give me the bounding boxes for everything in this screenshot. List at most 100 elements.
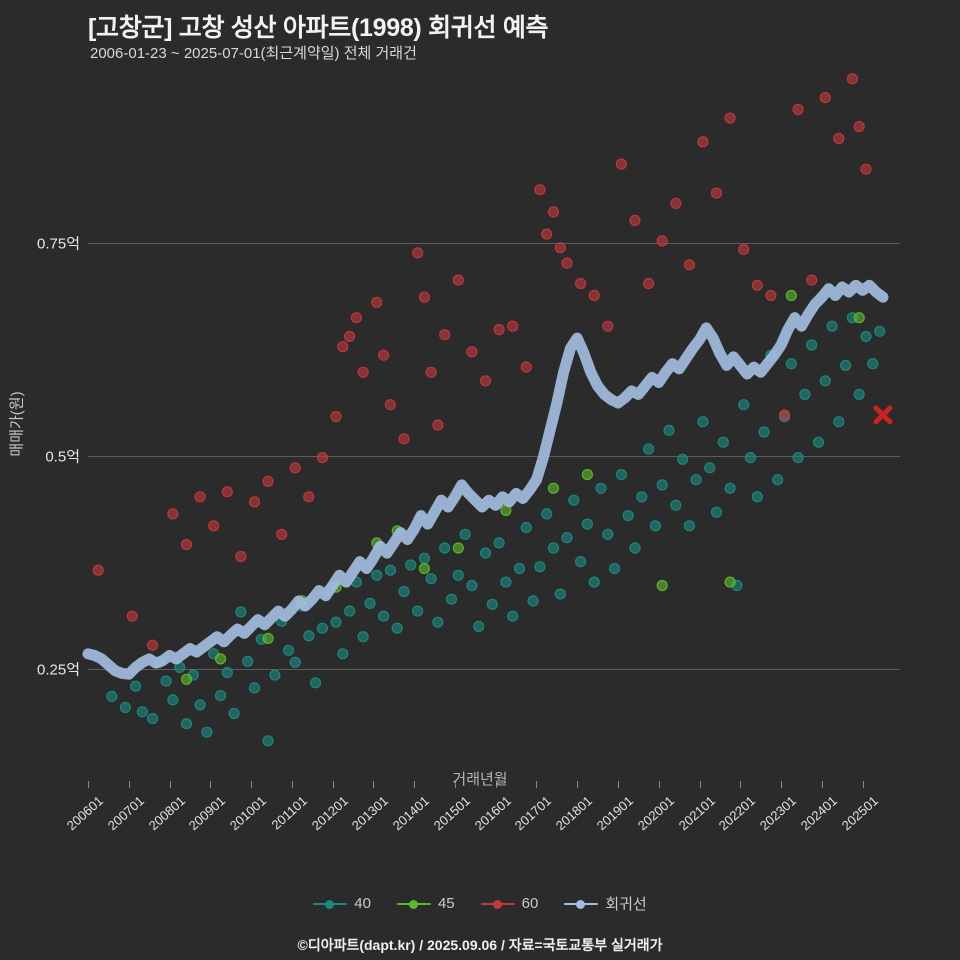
legend-item-회귀선[interactable]: 회귀선: [564, 893, 647, 914]
data-point: [303, 491, 315, 503]
data-point: [507, 320, 519, 332]
data-point: [289, 462, 301, 474]
data-point: [398, 585, 410, 598]
x-axis-tick-mark: [740, 781, 742, 788]
data-point: [778, 409, 791, 421]
data-point: [656, 235, 668, 247]
data-point: [547, 482, 560, 494]
x-axis-tick-mark: [536, 781, 538, 788]
x-axis-tick-mark: [781, 781, 783, 788]
data-point: [136, 706, 149, 718]
scatter-series-layer: [92, 73, 886, 747]
data-point: [194, 491, 206, 503]
data-point: [792, 452, 804, 464]
data-point: [513, 562, 526, 575]
data-point: [330, 616, 342, 628]
data-point: [642, 277, 655, 290]
data-point: [554, 588, 566, 600]
data-point: [826, 320, 838, 332]
x-axis-tick-label: 201601: [471, 793, 514, 834]
data-point: [697, 136, 709, 148]
data-point: [235, 550, 247, 563]
data-point: [167, 508, 179, 520]
data-point: [839, 359, 852, 371]
data-point: [378, 610, 390, 622]
chart-title: [고창군] 고창 성산 아파트(1998) 회귀선 예측: [88, 14, 549, 42]
data-point: [92, 564, 104, 576]
data-point: [799, 388, 811, 400]
data-point: [364, 597, 376, 610]
data-point: [146, 712, 159, 725]
data-point: [561, 257, 573, 269]
y-axis-tick-label: 0.5억: [45, 448, 80, 466]
data-point: [282, 644, 295, 656]
data-point: [561, 532, 573, 544]
data-point: [316, 622, 328, 634]
data-point: [432, 419, 444, 431]
data-point: [466, 579, 478, 592]
x-axis-tick-label: 202101: [675, 793, 718, 834]
x-axis-tick-mark: [495, 781, 497, 788]
y-axis-tick-label: 0.25억: [37, 661, 80, 679]
x-axis-tick-mark: [169, 781, 171, 788]
data-point: [819, 375, 831, 387]
data-point: [337, 341, 349, 353]
data-point: [656, 479, 668, 491]
legend-item-45[interactable]: 45: [396, 895, 455, 912]
legend-item-60[interactable]: 60: [480, 895, 538, 912]
data-point: [724, 112, 736, 124]
data-point: [262, 632, 274, 645]
data-point: [867, 358, 879, 370]
x-axis-tick-label: 201401: [389, 793, 433, 834]
data-point: [391, 622, 403, 634]
data-point: [452, 569, 464, 581]
x-axis-tick-label: 200601: [63, 793, 107, 834]
data-point: [588, 289, 600, 302]
regression-line-layer: [82, 279, 889, 680]
data-point: [398, 433, 410, 445]
data-point: [452, 274, 464, 286]
data-point: [717, 436, 729, 448]
data-point: [425, 573, 437, 585]
data-point: [853, 120, 865, 133]
data-point: [738, 399, 750, 411]
legend-item-40[interactable]: 40: [313, 895, 371, 912]
data-point: [357, 366, 369, 378]
x-axis-tick-label: 201701: [512, 793, 555, 834]
x-axis-tick-mark: [862, 781, 864, 788]
data-point: [676, 453, 689, 465]
plot-area: [82, 72, 900, 780]
data-point: [527, 595, 539, 607]
data-point: [310, 677, 322, 689]
gridline: [88, 455, 900, 457]
x-axis-tick-mark: [618, 781, 619, 788]
x-axis-tick-label: 201901: [593, 793, 637, 834]
data-point: [602, 528, 614, 540]
data-point: [160, 675, 172, 687]
data-point: [439, 542, 451, 554]
data-point: [201, 726, 213, 738]
data-point: [656, 579, 668, 592]
x-axis-tick-mark: [414, 781, 416, 788]
regression-line: [82, 279, 889, 680]
data-point: [500, 576, 512, 588]
data-point: [129, 680, 142, 692]
data-point: [581, 469, 593, 481]
data-point: [452, 542, 464, 554]
data-point: [303, 630, 315, 642]
data-point: [344, 605, 356, 617]
x-axis-tick-mark: [577, 781, 579, 788]
data-point: [744, 452, 757, 464]
data-point: [214, 689, 227, 702]
legend-label: 40: [354, 895, 371, 912]
x-axis-tick-label: 202301: [756, 793, 800, 834]
data-point: [622, 510, 634, 522]
data-point: [724, 482, 736, 494]
data-point: [792, 103, 804, 116]
x-axis-tick-label: 202001: [634, 793, 677, 834]
y-axis-title: 매매가(원): [8, 391, 26, 457]
data-point: [670, 499, 682, 511]
data-point: [541, 508, 553, 520]
x-axis-tick-mark: [128, 781, 130, 788]
